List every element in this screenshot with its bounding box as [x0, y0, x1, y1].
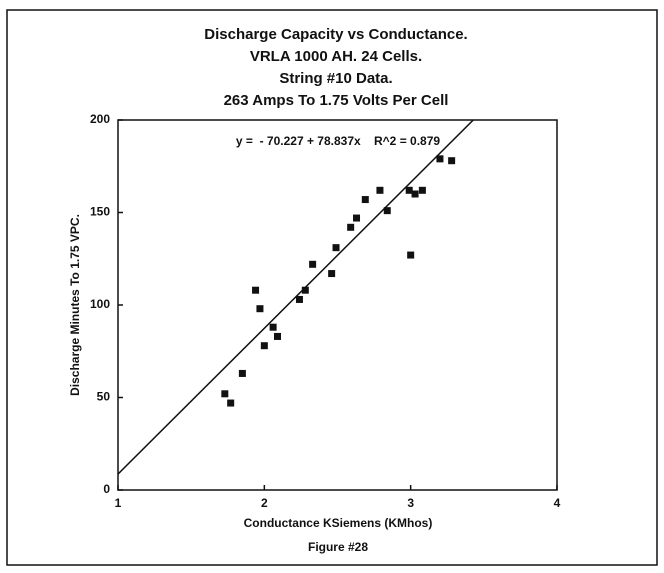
- point: [332, 244, 340, 252]
- plot-area: [117, 119, 558, 491]
- chart-title: VRLA 1000 AH. 24 Cells.: [250, 48, 422, 65]
- caption: Figure #28: [308, 540, 368, 554]
- point: [301, 286, 309, 294]
- x-tick-label: 2: [261, 496, 268, 510]
- x-tick-label: 1: [115, 496, 122, 510]
- y-tick-label: 100: [90, 297, 110, 311]
- point: [227, 399, 235, 407]
- point: [448, 157, 456, 165]
- point: [411, 190, 419, 198]
- point: [347, 223, 355, 231]
- chart-title: Discharge Capacity vs Conductance.: [204, 26, 467, 43]
- y-tick-label: 0: [103, 482, 110, 496]
- point: [221, 390, 229, 398]
- point: [252, 286, 260, 294]
- y-axis-label: Discharge Minutes To 1.75 VPC.: [68, 214, 82, 396]
- point: [238, 369, 246, 377]
- y-tick-label: 50: [97, 390, 111, 404]
- point: [436, 155, 444, 163]
- point: [309, 260, 317, 268]
- point: [376, 186, 384, 194]
- point: [361, 196, 369, 204]
- point: [353, 214, 361, 222]
- frame: [6, 9, 658, 566]
- y-tick-label: 150: [90, 205, 110, 219]
- x-tick-label: 3: [407, 496, 414, 510]
- point: [260, 342, 268, 350]
- trend-line: [118, 120, 475, 475]
- equation: y = - 70.227 + 78.837x R^2 = 0.879: [236, 134, 440, 148]
- point: [407, 251, 415, 259]
- point: [269, 323, 277, 331]
- x-tick-label: 4: [554, 496, 561, 510]
- x-axis-label: Conductance KSiemens (KMhos): [244, 516, 433, 530]
- point: [295, 295, 303, 303]
- y-tick-label: 200: [90, 112, 110, 126]
- chart-title: String #10 Data.: [279, 70, 392, 87]
- point: [383, 207, 391, 215]
- point: [256, 305, 264, 313]
- point: [418, 186, 426, 194]
- point: [405, 186, 413, 194]
- chart-title: 263 Amps To 1.75 Volts Per Cell: [224, 92, 449, 109]
- point: [328, 270, 336, 278]
- point: [274, 332, 282, 340]
